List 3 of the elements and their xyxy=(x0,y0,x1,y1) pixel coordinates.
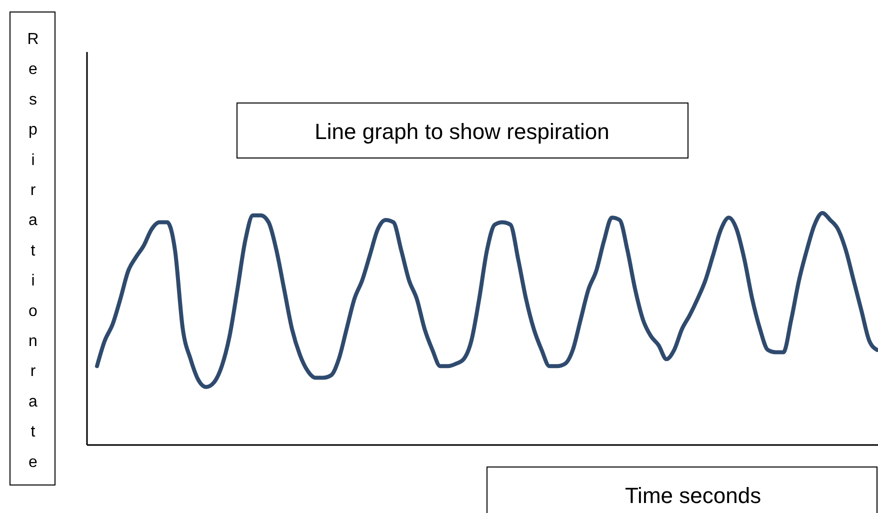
chart-title: Line graph to show respiration xyxy=(314,119,610,144)
x-axis-title: Time seconds xyxy=(624,483,762,508)
text: Respirationrate xyxy=(27,31,39,471)
